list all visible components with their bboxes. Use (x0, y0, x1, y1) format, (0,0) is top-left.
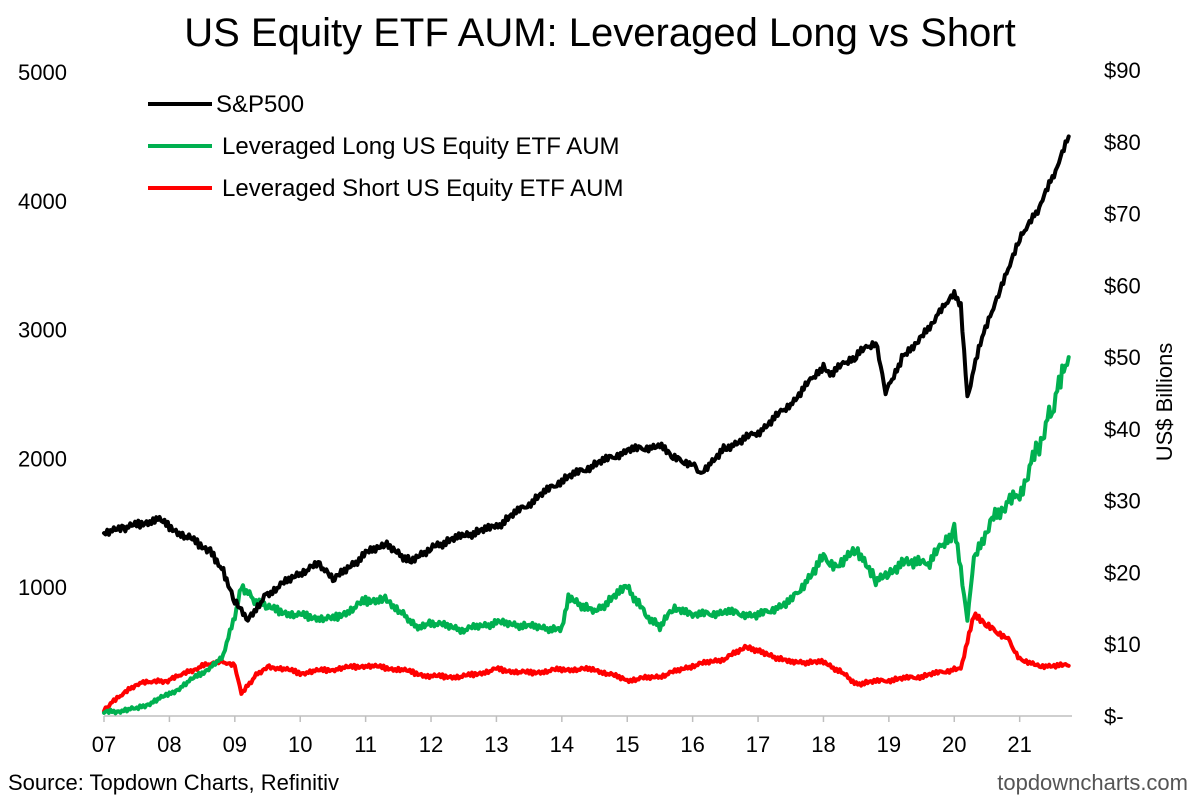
legend-label: Leveraged Short US Equity ETF AUM (222, 175, 624, 202)
right-tick-label: $- (1104, 704, 1124, 729)
left-axis-ticks: 5000 4000 3000 2000 1000 (18, 60, 67, 600)
series-line-0 (102, 134, 1071, 623)
legend-label: Leveraged Long US Equity ETF AUM (222, 133, 620, 160)
x-tick-label: 13 (484, 732, 508, 757)
legend-label: S&P500 (216, 91, 304, 118)
chart-title: US Equity ETF AUM: Leveraged Long vs Sho… (184, 11, 1016, 55)
x-tick-label: 17 (746, 732, 770, 757)
left-tick-label: 5000 (18, 60, 67, 85)
right-tick-label: $40 (1104, 417, 1141, 442)
x-tick-label: 18 (811, 732, 835, 757)
source-note: Source: Topdown Charts, Refinitiv (8, 770, 339, 795)
right-tick-label: $80 (1104, 130, 1141, 155)
right-tick-label: $60 (1104, 273, 1141, 298)
x-tick-label: 07 (92, 732, 116, 757)
x-tick-label: 12 (419, 732, 443, 757)
x-tick-label: 11 (354, 732, 377, 757)
right-tick-label: $20 (1104, 560, 1141, 585)
x-tick-label: 19 (877, 732, 901, 757)
x-tick-label: 14 (550, 732, 574, 757)
right-axis-ticks: $90 $80 $70 $60 $50 $40 $30 $20 $10 $- (1104, 58, 1141, 729)
right-tick-label: $50 (1104, 345, 1141, 370)
x-tick-label: 16 (680, 732, 704, 757)
right-tick-label: $10 (1104, 632, 1141, 657)
x-tick-label: 10 (288, 732, 312, 757)
right-tick-label: $90 (1104, 58, 1141, 83)
left-tick-label: 2000 (18, 446, 67, 471)
x-tick-label: 08 (157, 732, 181, 757)
brand-watermark: topdowncharts.com (997, 770, 1188, 795)
series-line-1 (102, 355, 1071, 716)
series-line-2 (102, 611, 1071, 714)
right-tick-label: $70 (1104, 202, 1141, 227)
legend: S&P500 Leveraged Long US Equity ETF AUM Le… (148, 91, 624, 202)
right-axis-label: US$ Billions (1152, 343, 1177, 462)
x-axis-ticks: 07 08 09 10 11 12 13 14 15 16 17 18 19 20 21 (92, 716, 1032, 757)
right-tick-label: $30 (1104, 489, 1141, 514)
left-tick-label: 4000 (18, 189, 67, 214)
left-tick-label: 3000 (18, 318, 67, 343)
x-tick-label: 15 (615, 732, 639, 757)
x-tick-label: 20 (942, 732, 966, 757)
series-lines (102, 134, 1071, 716)
x-tick-label: 09 (223, 732, 247, 757)
left-tick-label: 1000 (18, 575, 67, 600)
x-tick-label: 21 (1007, 732, 1031, 757)
